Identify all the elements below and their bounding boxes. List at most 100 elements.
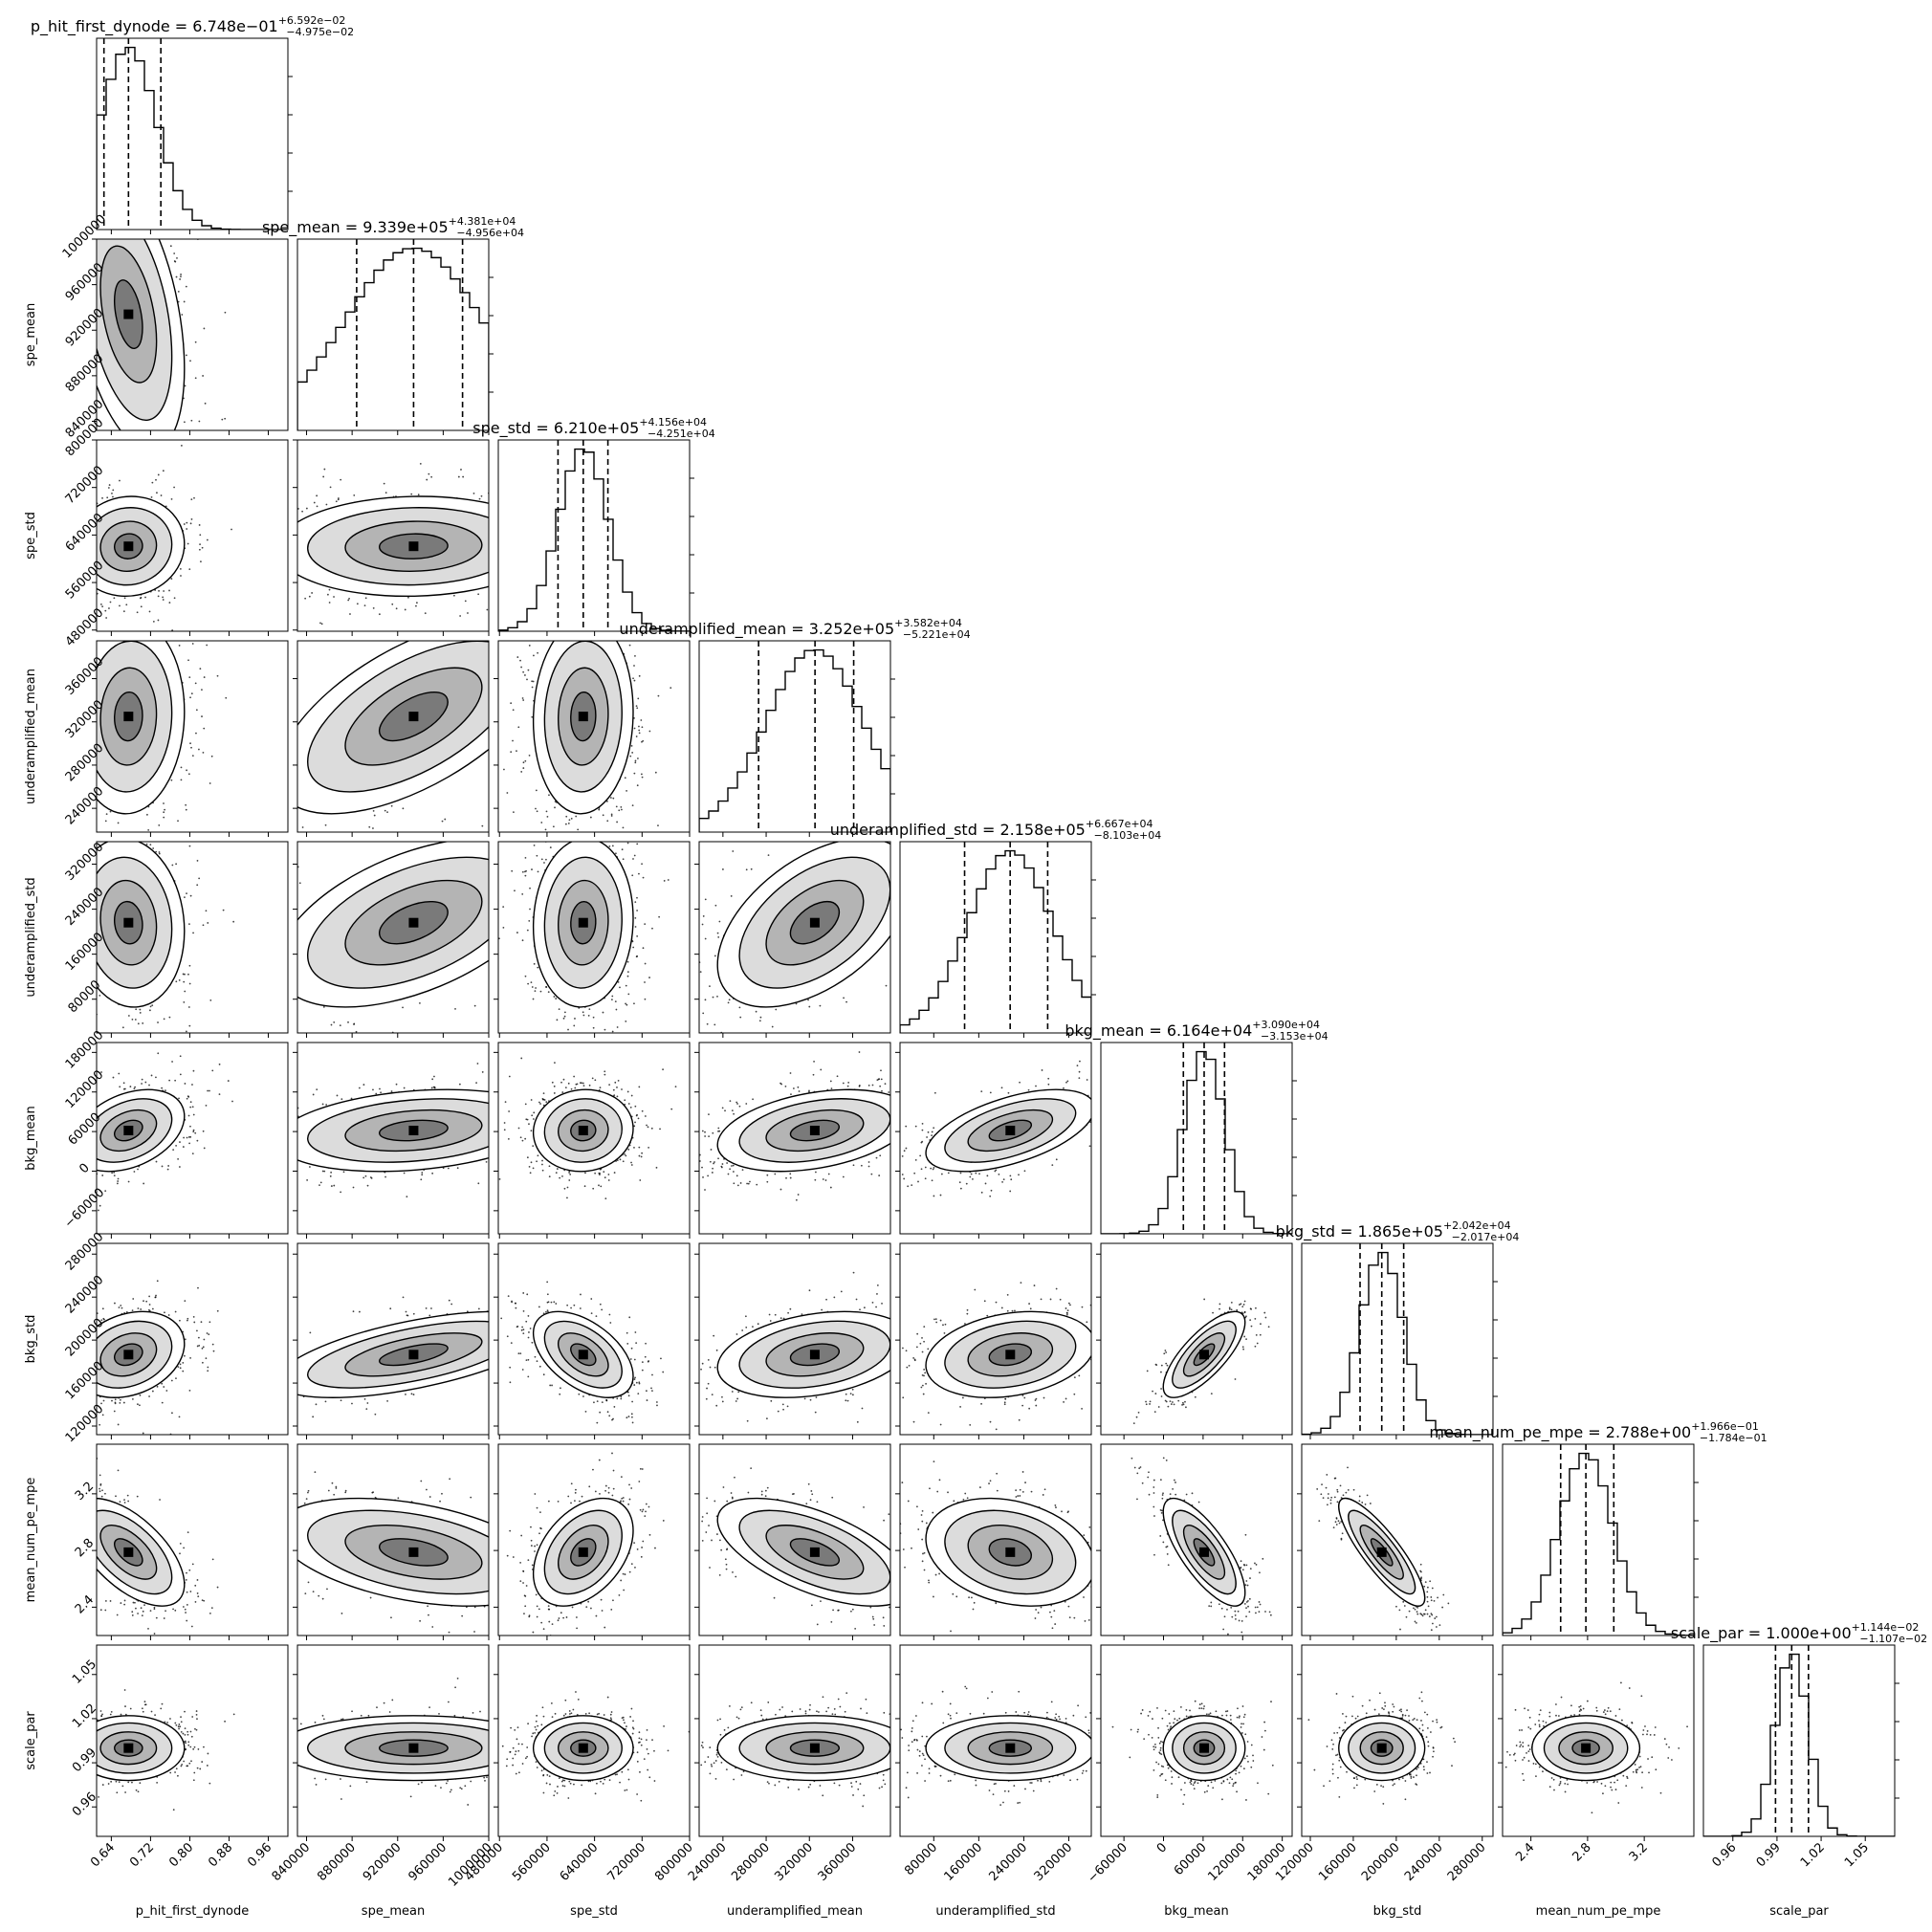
eq-sign: =	[1583, 1423, 1606, 1441]
panel-frame	[96, 1644, 289, 1837]
density-contours	[1162, 1715, 1246, 1782]
panel-frame	[698, 640, 891, 833]
param-minus: −3.153e+04	[1261, 1030, 1328, 1043]
param-minus: −1.107e−02	[1859, 1633, 1927, 1645]
param-title-p-hit-first-dynode: p_hit_first_dynode = 6.748e−01+6.592e−02…	[31, 14, 354, 38]
param-name: scale_par	[1671, 1624, 1744, 1643]
density-contours	[1531, 1715, 1641, 1782]
panel-frame	[1100, 1042, 1293, 1235]
scatter-panel-mean-num-pe-mpe-vs-p-hit-first-dynode: 2.4 2.8 3.2	[73, 1443, 289, 1640]
scatter-panel-bkg-std-vs-underamplified-std	[895, 1242, 1092, 1439]
panel-frame	[497, 841, 691, 1034]
x-tick-label: 920000	[361, 1840, 405, 1884]
x-tick-label: 120000	[1205, 1840, 1249, 1884]
scatter-panel-bkg-std-vs-underamplified-mean	[694, 1242, 891, 1439]
panel-frame	[698, 1644, 891, 1837]
density-contours	[925, 1088, 1091, 1173]
hist-panel-underamplified-mean	[698, 640, 895, 837]
density-contours	[97, 495, 186, 598]
density-contours	[1162, 1497, 1246, 1607]
param-title-bkg-std: bkg_std = 1.865e+05+2.042e+04 −2.017e+04	[1276, 1219, 1520, 1243]
scatter-panel-scale-par-vs-p-hit-first-dynode: 0.64 0.72 0.80 0.88 0.96 0.96 0.99 1.02 1.05	[70, 1644, 289, 1870]
y-tick-label: 240000	[63, 784, 107, 828]
density-contours	[297, 495, 489, 598]
x-tick-label: −60000	[1085, 1840, 1131, 1886]
param-plus: +3.090e+04	[1252, 1019, 1320, 1031]
x-axis-label-bkg-mean: bkg_mean	[1164, 1904, 1228, 1919]
param-minus: −4.975e−02	[286, 26, 354, 38]
panel-frame	[296, 238, 490, 431]
y-axis-label-spe-mean: spe_mean	[24, 303, 38, 366]
y-tick-label: 80000	[66, 977, 104, 1016]
panel-frame	[1502, 1644, 1695, 1837]
y-tick-label: 0.99	[70, 1745, 99, 1775]
eq-sign: =	[1744, 1624, 1767, 1642]
x-tick-label: 880000	[315, 1840, 359, 1884]
param-title-underamplified-mean: underamplified_mean = 3.252e+05+3.582e+0…	[619, 617, 970, 641]
scatter-panel-underamplified-std-vs-underamplified-mean	[694, 841, 891, 1038]
histogram-underamplified-mean	[699, 648, 890, 832]
density-contours	[925, 1715, 1091, 1782]
panel-frame	[1702, 1644, 1896, 1837]
x-tick-label: 840000	[270, 1840, 314, 1884]
x-axis-label-underamplified-std: underamplified_std	[935, 1904, 1055, 1919]
param-median: 9.339e+05	[362, 218, 448, 236]
x-axis-label-underamplified-mean: underamplified_mean	[727, 1904, 863, 1919]
panel-frame	[497, 1242, 691, 1436]
panel-frame	[296, 1644, 490, 1837]
panel-frame	[899, 1443, 1092, 1636]
x-axis-label-bkg-std: bkg_std	[1373, 1904, 1422, 1919]
density-contours	[716, 1310, 890, 1398]
hist-panel-bkg-std	[1301, 1242, 1498, 1439]
x-tick-label: 60000	[1172, 1840, 1210, 1878]
y-tick-label: 720000	[63, 463, 107, 507]
density-contours	[716, 1715, 890, 1782]
density-contours	[97, 1310, 186, 1398]
x-tick-label: 160000	[1316, 1840, 1360, 1884]
panel-frame	[96, 1042, 289, 1235]
histogram-spe-mean	[297, 247, 489, 430]
density-contours	[532, 842, 634, 1008]
x-axis-label-spe-std: spe_std	[570, 1904, 618, 1919]
x-tick-label: 280000	[1445, 1840, 1489, 1884]
scatter-panel-scale-par-vs-mean-num-pe-mpe: 2.4 2.8 3.2	[1498, 1644, 1695, 1864]
y-axis-label-bkg-std: bkg_std	[24, 1315, 38, 1364]
param-minus: −4.956e+04	[456, 227, 524, 239]
x-tick-label: 360000	[816, 1840, 860, 1884]
param-median: 6.164e+04	[1167, 1021, 1252, 1040]
y-tick-label: −60000	[62, 1186, 108, 1232]
histogram-bkg-std	[1302, 1251, 1493, 1435]
density-contours	[532, 1088, 634, 1173]
param-median: 1.000e+00	[1766, 1624, 1851, 1642]
scatter-panel-bkg-std-vs-spe-std	[494, 1242, 691, 1439]
eq-sign: =	[340, 218, 363, 236]
param-name: spe_mean	[262, 218, 340, 237]
param-plus: +2.042e+04	[1443, 1219, 1511, 1232]
panel-frame	[1100, 1443, 1293, 1636]
scatter-panel-mean-num-pe-mpe-vs-spe-mean	[293, 1443, 490, 1640]
param-plus: +4.381e+04	[449, 215, 516, 228]
param-plus: +6.592e−02	[278, 14, 346, 27]
param-name: spe_std	[472, 419, 531, 438]
panel-frame	[497, 1443, 691, 1636]
scatter-panel-bkg-mean-vs-underamplified-std	[895, 1042, 1092, 1239]
param-title-spe-std: spe_std = 6.210e+05+4.156e+04 −4.251e+04	[472, 416, 715, 440]
hist-panel-scale-par: 0.96 0.99 1.02 1.05	[1702, 1644, 1899, 1870]
panel-frame	[1502, 1443, 1695, 1636]
panel-frame	[296, 1443, 490, 1636]
panel-frame	[296, 1242, 490, 1436]
panel-frame	[296, 841, 490, 1034]
histogram-p-hit-first-dynode	[97, 46, 288, 230]
hist-panel-spe-std	[497, 439, 694, 636]
x-tick-label: 0.88	[206, 1840, 235, 1870]
panel-frame	[899, 1242, 1092, 1436]
panel-frame	[497, 439, 691, 632]
density-contours	[297, 1088, 489, 1173]
scatter-points	[97, 1280, 219, 1435]
param-plus: +6.667e+04	[1086, 818, 1153, 830]
scatter-panel-spe-std-vs-spe-mean	[293, 439, 490, 636]
